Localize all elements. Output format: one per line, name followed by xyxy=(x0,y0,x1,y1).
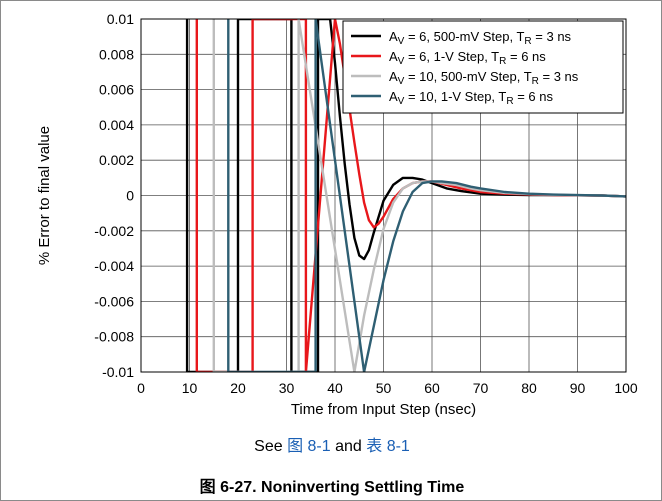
x-tick-label-9: 90 xyxy=(570,380,586,396)
legend: AV = 6, 500-mV Step, TR = 3 ns AV = 6, 1-… xyxy=(342,20,624,114)
x-tick-label-3: 30 xyxy=(279,380,295,396)
legend-entry-4: AV = 10, 1-V Step, TR = 6 ns xyxy=(389,89,553,107)
x-tick-label-4: 40 xyxy=(327,380,343,396)
x-tick-label-5: 50 xyxy=(376,380,392,396)
x-tick-label-7: 70 xyxy=(473,380,489,396)
y-tick-label-9: -0.008 xyxy=(94,329,134,345)
y-tick-label-5: 0 xyxy=(126,188,134,204)
y-tick-label-8: -0.006 xyxy=(94,293,134,309)
y-tick-label-7: -0.004 xyxy=(94,258,134,274)
x-axis-label: Time from Input Step (nsec) xyxy=(291,401,476,418)
x-tick-label-6: 60 xyxy=(424,380,440,396)
y-tick-label-3: 0.004 xyxy=(99,117,134,133)
legend-entry-1: AV = 6, 500-mV Step, TR = 3 ns xyxy=(389,29,572,47)
x-tick-label-0: 0 xyxy=(137,380,145,396)
y-tick-label-0: 0.01 xyxy=(107,11,134,27)
caption-note-mid: and xyxy=(330,438,367,455)
y-tick-label-6: -0.002 xyxy=(94,223,134,239)
legend-entry-2: AV = 6, 1-V Step, TR = 6 ns xyxy=(389,49,546,67)
tick-labels: 0 10 20 30 40 50 60 70 80 90 100 0.01 0.008 0.006 0.00… xyxy=(94,11,638,396)
plot-border xyxy=(140,18,627,373)
series-lines xyxy=(185,19,626,372)
x-tick-label-10: 100 xyxy=(614,380,638,396)
x-tick-label-8: 80 xyxy=(521,380,537,396)
x-tick-label-1: 10 xyxy=(182,380,198,396)
y-tick-label-2: 0.006 xyxy=(99,82,134,98)
caption-note-prefix: See xyxy=(254,438,288,455)
figure-title: 图 6-27. Noninverting Settling Time xyxy=(199,479,465,496)
settling-time-chart: 0 10 20 30 40 50 60 70 80 90 100 0.01 0.008 0.006 0.00… xyxy=(36,11,638,418)
x-tick-label-2: 20 xyxy=(230,380,246,396)
y-tick-label-10: -0.01 xyxy=(102,364,134,380)
legend-entry-3: AV = 10, 500-mV Step, TR = 3 ns xyxy=(389,69,579,87)
caption-note: See 图 8-1 and 表 8-1 xyxy=(1,432,662,456)
table-8-1-link[interactable]: 表 8-1 xyxy=(366,438,410,455)
series-line-4 xyxy=(227,19,626,372)
y-tick-label-1: 0.008 xyxy=(99,46,134,62)
figure-8-1-link[interactable]: 图 8-1 xyxy=(287,438,331,455)
y-tick-label-4: 0.002 xyxy=(99,152,134,168)
y-axis-label: % Error to final value xyxy=(36,126,53,265)
legend-box xyxy=(342,20,624,114)
